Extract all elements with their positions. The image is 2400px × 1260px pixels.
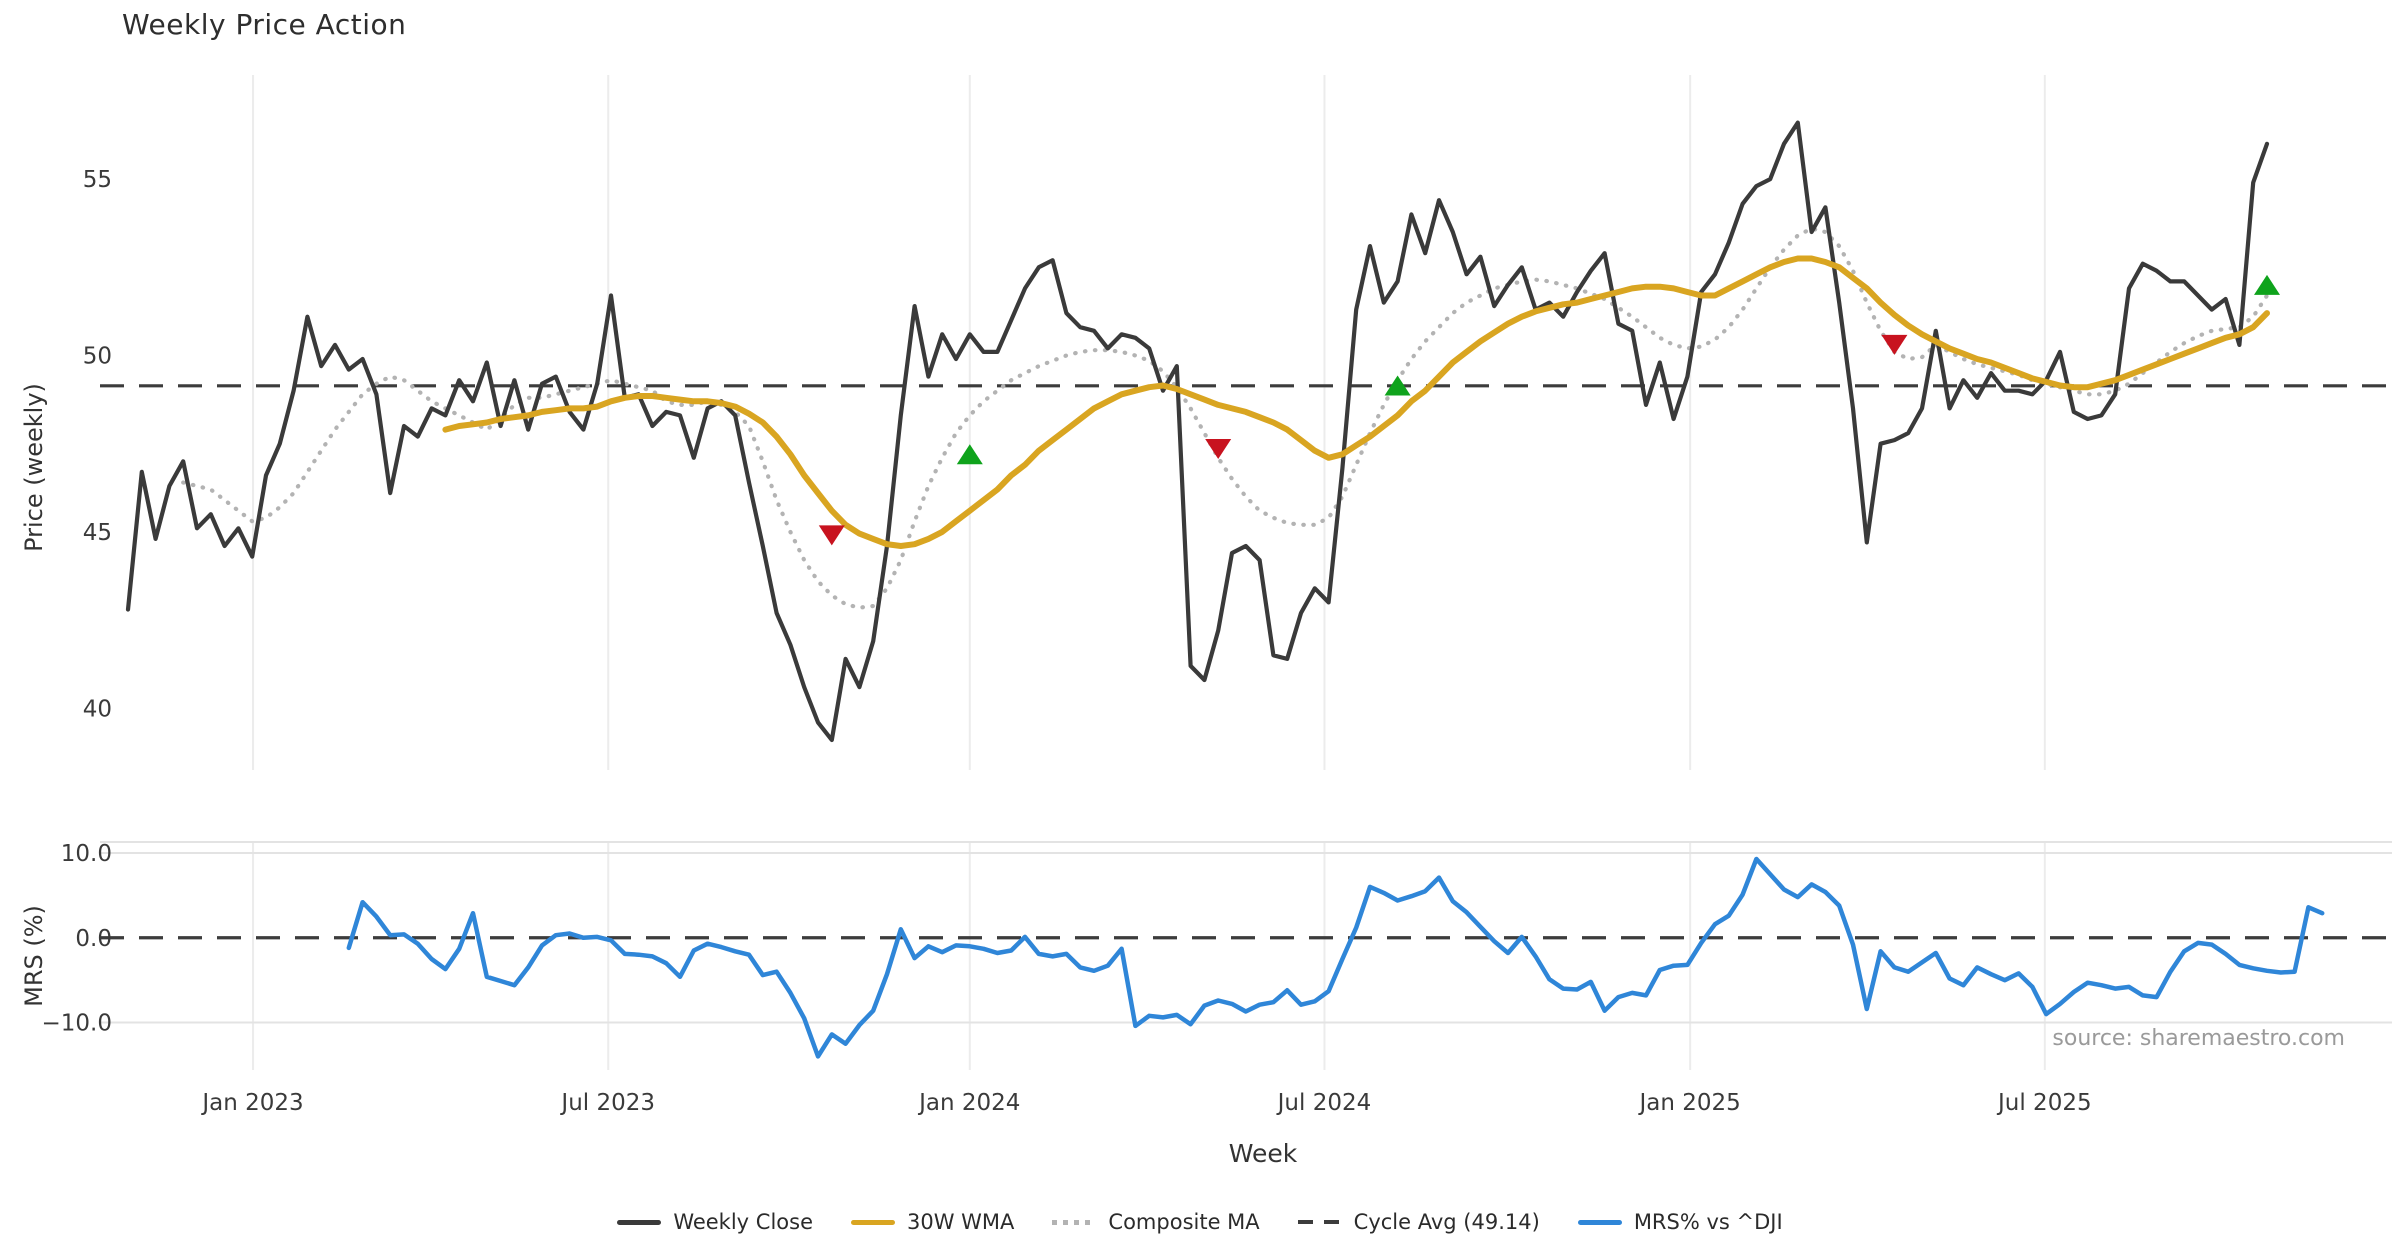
legend-item-30w-wma: 30W WMA	[851, 1210, 1014, 1234]
x-tick-label: Jan 2024	[917, 1090, 1020, 1116]
price-axis-label: Price (weekly)	[20, 383, 48, 552]
x-tick-label: Jan 2025	[1638, 1090, 1741, 1116]
composite-line	[181, 226, 2270, 610]
y-tick-label: 45	[83, 520, 112, 546]
sell-signal-marker	[1881, 334, 1908, 355]
mrs-axis-label: MRS (%)	[20, 905, 48, 1007]
legend-label: Composite MA	[1108, 1210, 1260, 1234]
x-axis-label: Week	[1229, 1139, 1298, 1168]
legend-label: 30W WMA	[907, 1210, 1015, 1234]
legend-swatch-solid	[851, 1219, 895, 1225]
y-tick-label: 10.0	[61, 841, 112, 867]
x-tick-label: Jan 2023	[200, 1090, 303, 1116]
buy-signal-marker	[956, 444, 983, 465]
mrs-line	[346, 856, 2325, 1059]
chart-title: Weekly Price Action	[122, 8, 407, 41]
legend-swatch-dotted	[1052, 1219, 1097, 1225]
legend-item-mrs-vs-dji: MRS% vs ^DJI	[1577, 1210, 1783, 1234]
wma-line	[442, 255, 2270, 549]
y-tick-label: −10.0	[42, 1011, 112, 1037]
legend-swatch-dashed	[1297, 1220, 1342, 1224]
chart-legend: Weekly Close 30W WMA Composite MA Cycle Avg…	[0, 1210, 2400, 1234]
x-tick-label: Jul 2023	[559, 1090, 655, 1116]
legend-item-cycle-avg-49-14-: Cycle Avg (49.14)	[1297, 1210, 1540, 1234]
legend-item-composite-ma: Composite MA	[1052, 1210, 1260, 1234]
sell-signal-marker	[1205, 438, 1232, 459]
x-tick-label: Jul 2025	[1996, 1090, 2092, 1116]
source-note: source: sharemaestro.com	[2052, 1026, 2345, 1051]
close-line	[125, 120, 2270, 743]
mrs-chart: 10.0 0.0 −10.0 MRS (%)	[20, 841, 2392, 1070]
legend-swatch-solid	[1577, 1219, 1622, 1225]
buy-signal-marker	[1384, 375, 1411, 396]
y-tick-label: 40	[83, 696, 112, 722]
legend-swatch-solid	[617, 1219, 662, 1225]
buy-signal-marker	[2254, 274, 2280, 295]
legend-label: MRS% vs ^DJI	[1633, 1210, 1783, 1234]
x-tick-label: Jul 2024	[1276, 1090, 1372, 1116]
legend-item-weekly-close: Weekly Close	[617, 1210, 813, 1234]
y-tick-label: 0.0	[75, 926, 112, 952]
sell-signal-marker	[818, 525, 845, 546]
legend-label: Weekly Close	[673, 1210, 813, 1234]
y-tick-label: 55	[83, 167, 112, 193]
price-chart: 40 45 50 55 Price (weekly)	[20, 75, 2392, 770]
legend-label: Cycle Avg (49.14)	[1353, 1210, 1540, 1234]
y-tick-label: 50	[83, 343, 112, 369]
